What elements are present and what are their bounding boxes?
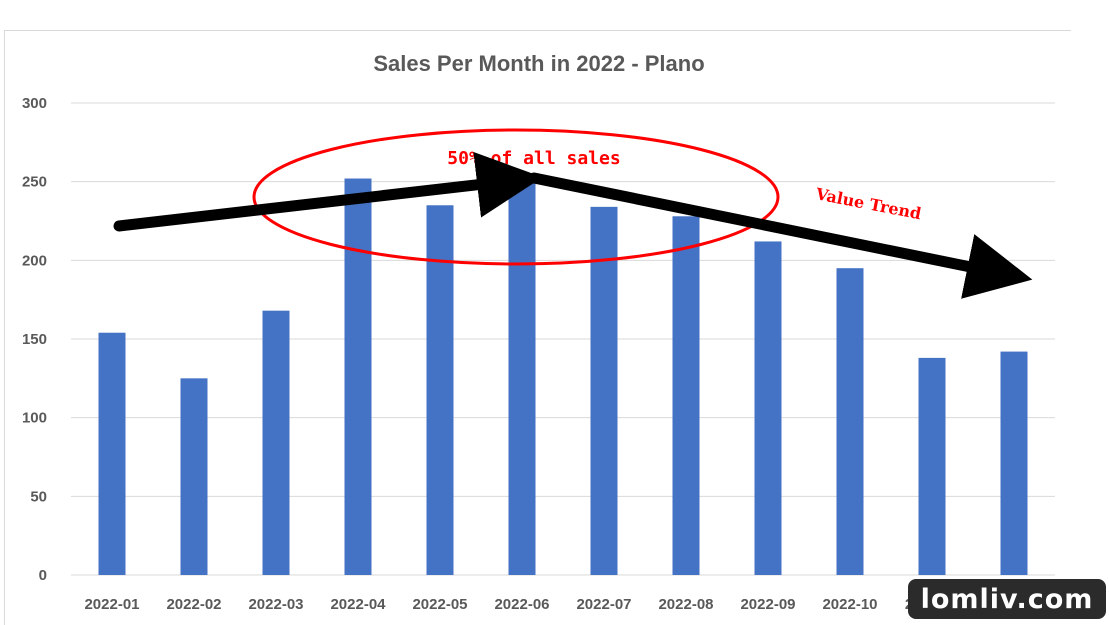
x-tick-label: 2022-02 — [166, 596, 221, 613]
y-axis: 0 50 100 150 200 250 300 — [22, 95, 47, 584]
trend-arrow-up — [113, 151, 543, 232]
x-tick-label: 2022-01 — [84, 596, 139, 613]
chart-title: Sales Per Month in 2022 - Plano — [373, 51, 704, 76]
bar-2022-10 — [836, 268, 864, 575]
chart-area: Sales Per Month in 2022 - Plano 0 50 100 15… — [4, 30, 1071, 625]
y-tick-label: 100 — [22, 410, 47, 427]
y-tick-label: 150 — [22, 331, 47, 348]
y-tick-label: 250 — [22, 174, 47, 191]
y-tick-label: 200 — [22, 252, 47, 269]
highlight-ellipse — [252, 128, 780, 266]
bar-2022-01 — [98, 332, 126, 575]
bar-series — [98, 176, 1028, 576]
x-tick-label: 2022-10 — [822, 596, 877, 613]
bar-2022-05 — [426, 205, 454, 575]
trend-arrow-down — [528, 172, 1033, 299]
bar-2022-03 — [262, 310, 290, 575]
x-tick-label: 2022-05 — [412, 596, 467, 613]
ellipse-label: 50% of all sales — [447, 148, 620, 169]
x-tick-label: 2022-04 — [330, 596, 386, 613]
watermark: lomliv.com — [908, 579, 1106, 619]
x-tick-label: 2022-03 — [248, 596, 303, 613]
annotations: 50% of all sales Value Trend — [113, 128, 1033, 299]
x-tick-label: 2022-09 — [740, 596, 795, 613]
bar-2022-11 — [918, 357, 946, 575]
bar-2022-07 — [590, 206, 618, 575]
bar-2022-04 — [344, 178, 372, 575]
bar-2022-08 — [672, 216, 700, 575]
gridlines — [71, 102, 1055, 576]
trend-label: Value Trend — [813, 184, 923, 223]
x-axis: 2022-01 2022-02 2022-03 2022-04 2022-05 2022-… — [84, 596, 1041, 613]
y-tick-label: 50 — [30, 488, 47, 505]
x-tick-label: 2022-07 — [576, 596, 631, 613]
bar-2022-06 — [508, 176, 536, 576]
y-tick-label: 300 — [22, 95, 47, 112]
bar-2022-09 — [754, 241, 782, 575]
x-tick-label: 2022-06 — [494, 596, 549, 613]
bar-2022-12 — [1000, 351, 1028, 575]
x-tick-label: 2022-08 — [658, 596, 713, 613]
bar-2022-02 — [180, 378, 208, 575]
y-tick-label: 0 — [39, 567, 47, 584]
bar-chart: Sales Per Month in 2022 - Plano 0 50 100 15… — [22, 51, 1055, 613]
